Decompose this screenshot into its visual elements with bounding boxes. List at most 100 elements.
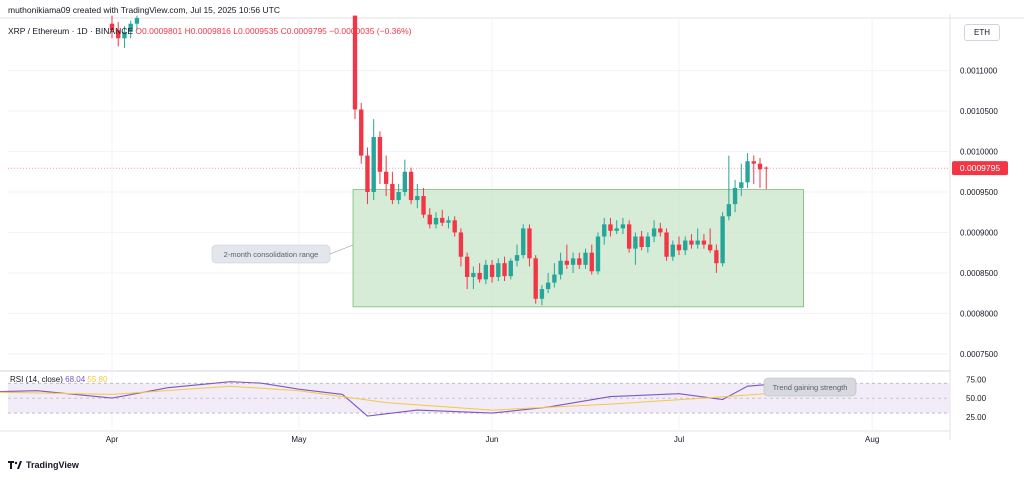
candle-body [421,196,426,215]
candle [477,263,482,283]
candle [514,244,520,267]
rsi-name: RSI (14, close) [10,375,63,384]
candle-body [583,252,588,265]
rsi-tick-label: 75.00 [966,375,987,384]
candle-body [383,171,389,184]
candle-body [695,240,700,245]
candle [639,230,644,251]
open-label: O [135,26,143,36]
candle [365,147,370,205]
candle [664,228,669,261]
candle-body [427,214,432,225]
candle [577,252,582,269]
candle [720,212,725,267]
time-tick-label: Jul [674,435,684,444]
currency-selector-button[interactable]: ETH [964,24,1000,41]
candle-body [533,258,538,299]
rsi-pane: 75.00 50.00 25.00 [0,375,987,422]
candle-body [471,272,476,277]
candle [352,15,358,120]
candle [701,234,707,249]
rsi-legend[interactable]: RSI (14, close) 68.04 55.80 [10,375,107,384]
candle [415,183,420,209]
candle-body [745,161,750,183]
candle [440,209,445,226]
candle [464,252,470,290]
symbol-name[interactable]: XRP / Ethereum · 1D · BINANCE [8,26,134,36]
candle-body [464,256,470,277]
candle-body [589,252,594,272]
candle [545,272,551,294]
candle-body [714,250,719,264]
close-value: 0.0009795 [286,26,327,36]
candle [539,285,545,306]
candle [707,228,713,253]
candles-layer [109,15,769,306]
candle-body [521,228,526,256]
candle [552,263,557,288]
grid-layer [0,14,1024,440]
footer-brand-label: TradingView [26,460,79,470]
price-tick-label: 0.0009000 [960,228,998,237]
candle [564,244,570,269]
candle [670,240,675,261]
candle [521,224,526,259]
candle [433,212,439,229]
candle-body [458,232,464,257]
candle-body [514,255,520,261]
rsi-line [0,381,767,417]
candle-body [502,263,507,277]
candle [109,15,115,39]
candle-body [570,258,576,265]
candle-body [658,228,663,233]
candle-body [377,136,383,172]
candle [134,15,140,31]
candle [689,234,694,249]
candle-body [670,244,675,257]
candle [489,259,495,283]
candle-body [645,236,651,248]
candle [602,217,607,245]
candle [570,252,576,273]
price-tick-label: 0.0008000 [960,309,998,318]
rsi-tick-label: 50.00 [966,394,987,403]
candle-body [701,240,707,245]
candle-body [620,224,626,229]
candle [757,158,763,188]
consolidation-range-layer [352,189,804,308]
high-label: H [184,26,191,36]
candle [471,266,476,290]
price-tick-label: 0.0009500 [960,188,998,197]
candle-body [626,224,632,249]
candle [745,153,750,188]
price-tick-label: 0.0007500 [960,350,998,359]
candle-body [390,183,395,201]
high-value: 0.0009816 [190,26,231,36]
candle-body [527,228,532,259]
candle [483,259,489,285]
candle [128,20,133,39]
candle [589,244,594,275]
candle-body [552,274,557,283]
candle [116,22,121,47]
candle [595,232,601,275]
candle-body [446,220,451,223]
candle-body [577,258,582,265]
range-annotation-pointer [329,244,354,255]
candle [626,220,632,253]
author-line: muthonikiama09 created with TradingView.… [8,5,280,15]
change-value: −0.0000035 (−0.36%) [329,26,412,36]
candle-body [545,282,551,290]
candle-body [116,30,121,39]
candle-body [639,236,644,248]
footer-brand[interactable]: TradingView [8,460,79,470]
candle [502,256,507,281]
candle-body [109,23,115,31]
time-tick-label: Aug [865,435,879,444]
candle [751,155,756,184]
rsi-ma-value: 55.80 [87,375,108,384]
rsi-annotation-box [763,377,857,397]
candle-body [751,161,756,164]
candle-body [483,264,489,280]
candle [558,252,563,280]
